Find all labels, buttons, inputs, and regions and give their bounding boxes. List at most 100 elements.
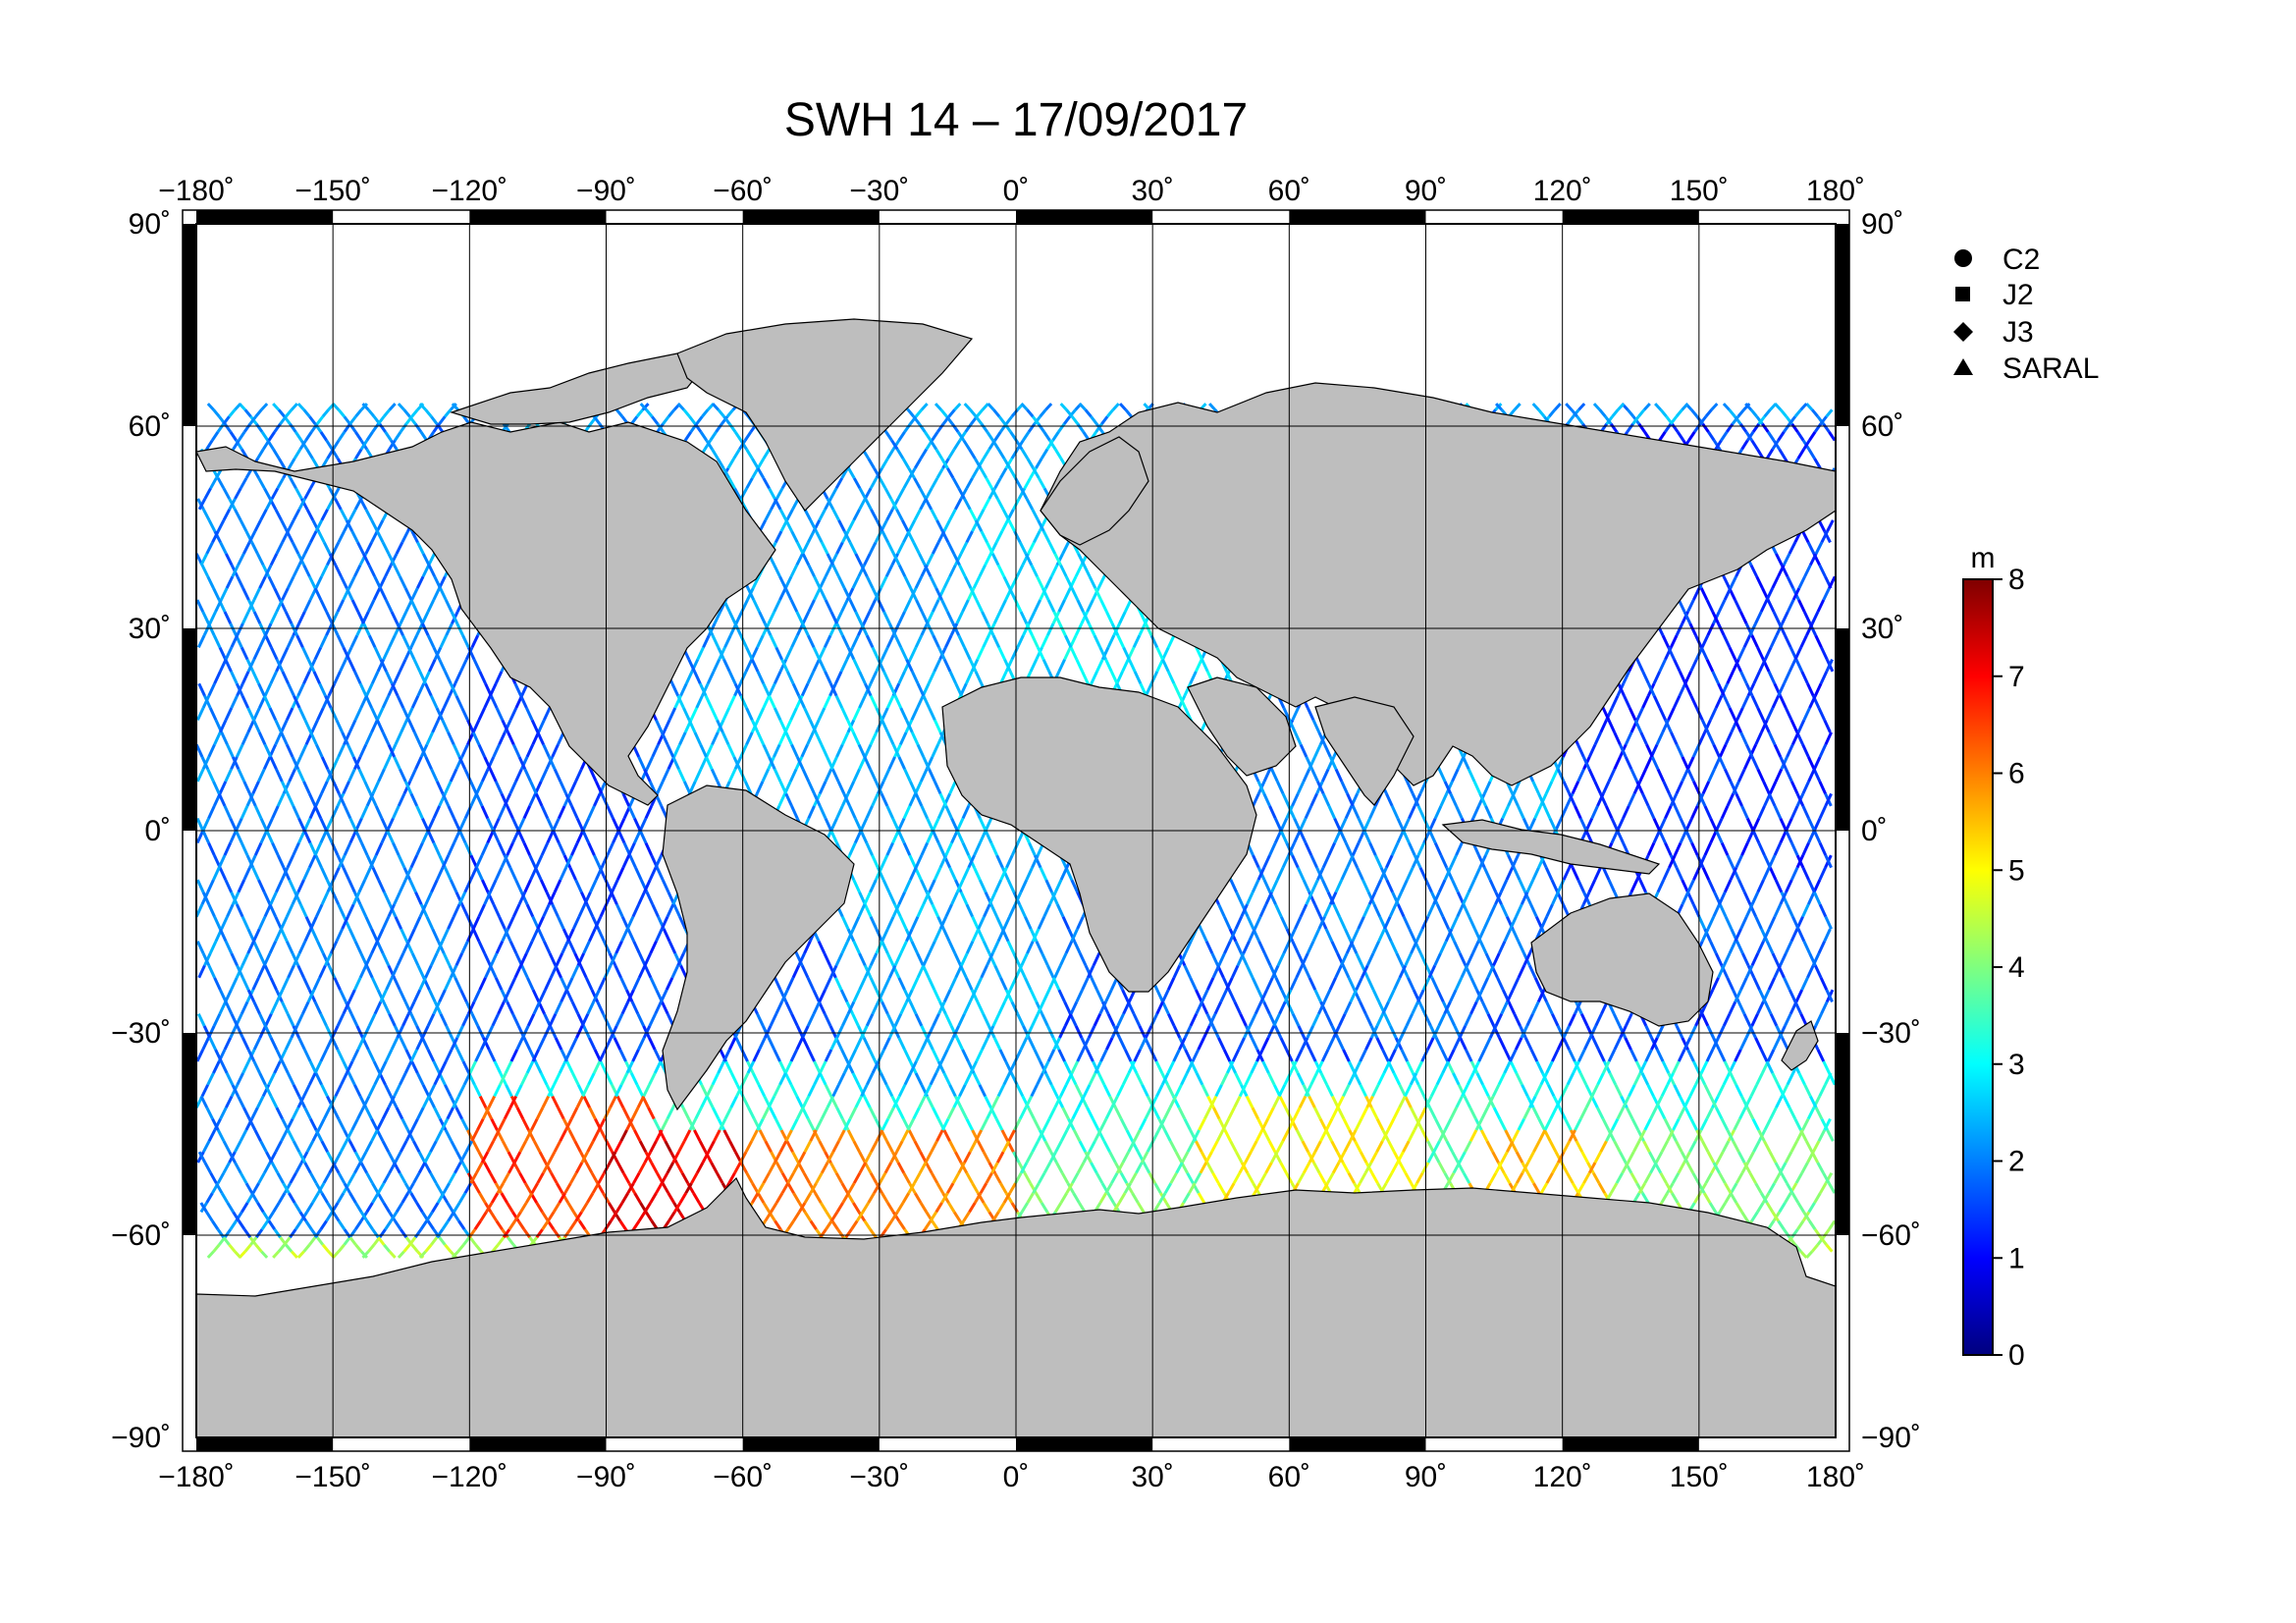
swh-track-segment — [746, 1060, 756, 1074]
swh-track-segment — [224, 768, 233, 783]
swh-track-segment — [976, 509, 986, 521]
swh-track-segment — [289, 1228, 297, 1239]
swh-track-segment — [1000, 1129, 1009, 1142]
swh-track-segment — [587, 1037, 597, 1051]
swh-track-segment — [343, 916, 351, 930]
swh-track-segment — [756, 671, 766, 684]
swh-track-segment — [511, 743, 521, 758]
swh-track-segment — [408, 1236, 417, 1246]
swh-track-segment — [581, 1084, 590, 1098]
swh-track-segment — [514, 879, 523, 893]
swh-track-segment — [207, 1129, 217, 1142]
swh-track-segment — [308, 1072, 317, 1086]
swh-track-segment — [373, 646, 383, 661]
swh-track-segment — [711, 634, 721, 649]
swh-track-segment — [294, 431, 303, 442]
swh-track-segment — [364, 731, 373, 745]
swh-track-segment — [318, 964, 327, 979]
swh-track-segment — [361, 1095, 371, 1109]
swh-track-segment — [530, 928, 540, 943]
swh-track-segment — [716, 719, 724, 733]
swh-track-segment — [672, 903, 681, 918]
swh-track-segment — [397, 403, 405, 411]
swh-track-segment — [303, 928, 312, 943]
swh-track-segment — [528, 854, 537, 869]
swh-track-segment — [217, 792, 227, 807]
swh-track-segment — [363, 867, 372, 881]
swh-track-segment — [1707, 431, 1716, 442]
swh-track-segment — [426, 817, 436, 832]
swh-track-segment — [582, 940, 591, 954]
swh-track-segment — [489, 694, 499, 709]
swh-track-segment — [218, 867, 228, 881]
swh-track-segment — [931, 431, 939, 442]
swh-track-segment — [684, 1182, 693, 1194]
swh-track-segment — [356, 611, 365, 624]
swh-track-segment — [334, 564, 343, 577]
swh-track-segment — [599, 1060, 608, 1074]
swh-track-segment — [728, 1140, 737, 1153]
swh-track-segment — [427, 564, 437, 577]
swh-track-segment — [263, 743, 273, 758]
swh-track-segment — [486, 817, 495, 832]
swh-track-segment — [474, 1243, 483, 1253]
swh-track-segment — [750, 658, 760, 673]
swh-track-segment — [441, 928, 450, 943]
swh-track-segment — [756, 707, 766, 722]
swh-track-segment — [885, 1140, 894, 1153]
swh-track-segment — [648, 1012, 658, 1027]
swh-track-segment — [313, 1060, 323, 1074]
swh-track-segment — [302, 977, 311, 991]
swh-track-segment — [774, 1162, 784, 1174]
swh-track-segment — [206, 403, 215, 411]
swh-track-segment — [743, 431, 753, 442]
swh-track-segment — [818, 509, 827, 521]
swh-track-segment — [263, 903, 273, 918]
swh-track-segment — [615, 1095, 625, 1109]
swh-track-segment — [768, 694, 776, 709]
swh-track-segment — [307, 854, 317, 869]
swh-track-segment — [442, 694, 452, 709]
swh-track-segment — [302, 671, 311, 684]
swh-track-segment — [484, 964, 493, 979]
swh-track-segment — [494, 671, 504, 684]
swh-track-segment — [353, 707, 363, 722]
swh-track-segment — [576, 952, 586, 967]
swh-track-segment — [500, 792, 509, 807]
swh-track-segment — [913, 509, 922, 521]
swh-track-segment — [494, 867, 504, 881]
swh-track-segment — [289, 422, 297, 433]
swh-track-segment — [416, 541, 425, 555]
swh-track-segment — [275, 768, 284, 783]
swh-track-segment — [660, 916, 669, 930]
swh-track-segment — [493, 1084, 502, 1098]
swh-track-segment — [637, 964, 647, 979]
swh-track-segment — [528, 792, 537, 807]
swh-track-segment — [1790, 1228, 1799, 1239]
swh-track-segment — [439, 1012, 449, 1027]
swh-track-segment — [366, 1049, 376, 1062]
swh-track-segment — [800, 743, 809, 758]
swh-track-segment — [337, 743, 346, 758]
swh-track-segment — [280, 731, 289, 745]
swh-track-segment — [401, 940, 410, 954]
swh-track-segment — [297, 1037, 306, 1051]
swh-track-segment — [852, 707, 861, 722]
swh-track-segment — [661, 879, 670, 893]
swh-track-segment — [784, 731, 793, 745]
swh-track-segment — [823, 694, 831, 709]
swh-track-segment — [359, 1162, 368, 1174]
swh-track-segment — [698, 682, 708, 697]
swh-track-segment — [365, 682, 374, 697]
swh-track-segment — [881, 646, 889, 661]
swh-track-segment — [1738, 422, 1748, 433]
swh-track-segment — [201, 1037, 210, 1051]
swh-track-segment — [994, 530, 1004, 544]
swh-track-segment — [887, 892, 896, 905]
swh-track-segment — [638, 1140, 648, 1153]
swh-track-segment — [196, 817, 205, 832]
swh-track-segment — [774, 530, 783, 544]
swh-track-segment — [296, 964, 305, 979]
swh-track-segment — [325, 830, 334, 844]
swh-track-segment — [506, 805, 514, 820]
